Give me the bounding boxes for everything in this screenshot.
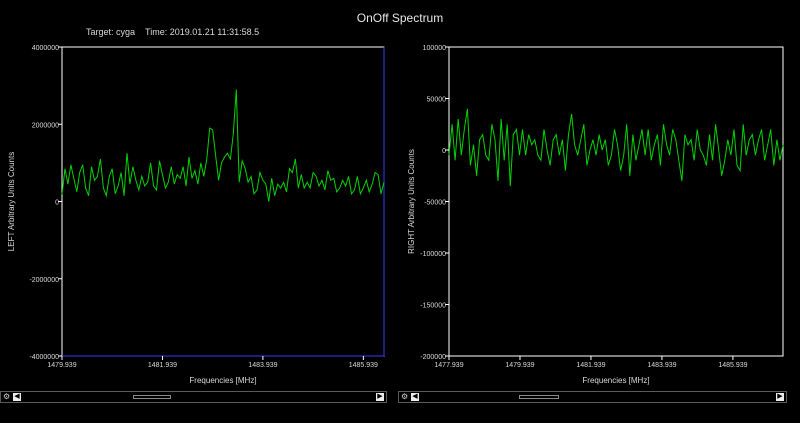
settings-icon[interactable]: ⚙ [401, 392, 409, 401]
left-xtick-label: 1485.939 [349, 362, 378, 369]
right-ytick-label: -150000 [420, 303, 446, 310]
left-ytick-label: -4000000 [29, 354, 59, 361]
right-scrollbar[interactable]: ⚙ ◀ ▶ [398, 391, 787, 403]
scroll-thumb[interactable] [133, 395, 171, 399]
left-scrollbar[interactable]: ⚙ ◀ ▶ [0, 391, 387, 403]
right-xlabel: Frequencies [MHz] [582, 376, 649, 385]
right-xtick-label: 1485.939 [718, 362, 747, 369]
scroll-thumb[interactable] [519, 395, 559, 399]
right-ytick-label: -200000 [420, 354, 446, 361]
right-ylabel: RIGHT Arbitrary Units Counts [407, 149, 416, 254]
time-label: Time: 2019.01.21 11:31:58.5 [145, 27, 260, 37]
target-info: Target: cyga Time: 2019.01.21 11:31:58.5 [86, 27, 269, 37]
window-title: OnOff Spectrum [356, 11, 444, 25]
right-plot-frame [448, 46, 784, 357]
right-ytick-label: 100000 [423, 45, 446, 52]
right-xtick-label: 1479.939 [505, 362, 534, 369]
right-xtick-label: 1477.939 [434, 362, 463, 369]
scroll-left-button[interactable]: ◀ [411, 393, 419, 401]
scroll-left-button[interactable]: ◀ [13, 393, 21, 401]
left-plot-frame [61, 46, 385, 357]
right-xtick-label: 1483.939 [647, 362, 676, 369]
left-ytick-label: 2000000 [32, 122, 59, 129]
left-xtick-label: 1481.939 [148, 362, 177, 369]
right-ytick-label: -50000 [424, 200, 446, 207]
left-ytick-label: 4000000 [32, 45, 59, 52]
scroll-right-button[interactable]: ▶ [376, 393, 384, 401]
right-ytick-label: -100000 [420, 251, 446, 258]
target-label: Target: cyga [86, 27, 136, 37]
right-ytick-label: 0 [442, 148, 446, 155]
right-ytick-label: 50000 [427, 97, 447, 104]
right-xtick-label: 1481.939 [576, 362, 605, 369]
settings-icon[interactable]: ⚙ [3, 392, 11, 401]
right-chart: 100000500000-50000-100000-150000-2000001… [407, 45, 784, 385]
left-ylabel: LEFT Arbitrary Units Counts [7, 152, 16, 251]
left-xlabel: Frequencies [MHz] [189, 376, 256, 385]
left-ytick-label: 0 [55, 200, 59, 207]
scroll-right-button[interactable]: ▶ [776, 393, 784, 401]
left-ytick-label: -2000000 [29, 277, 59, 284]
right-series-line [448, 108, 784, 187]
left-series-line [61, 89, 385, 202]
left-xtick-label: 1483.939 [248, 362, 277, 369]
left-xtick-label: 1479.939 [47, 362, 76, 369]
